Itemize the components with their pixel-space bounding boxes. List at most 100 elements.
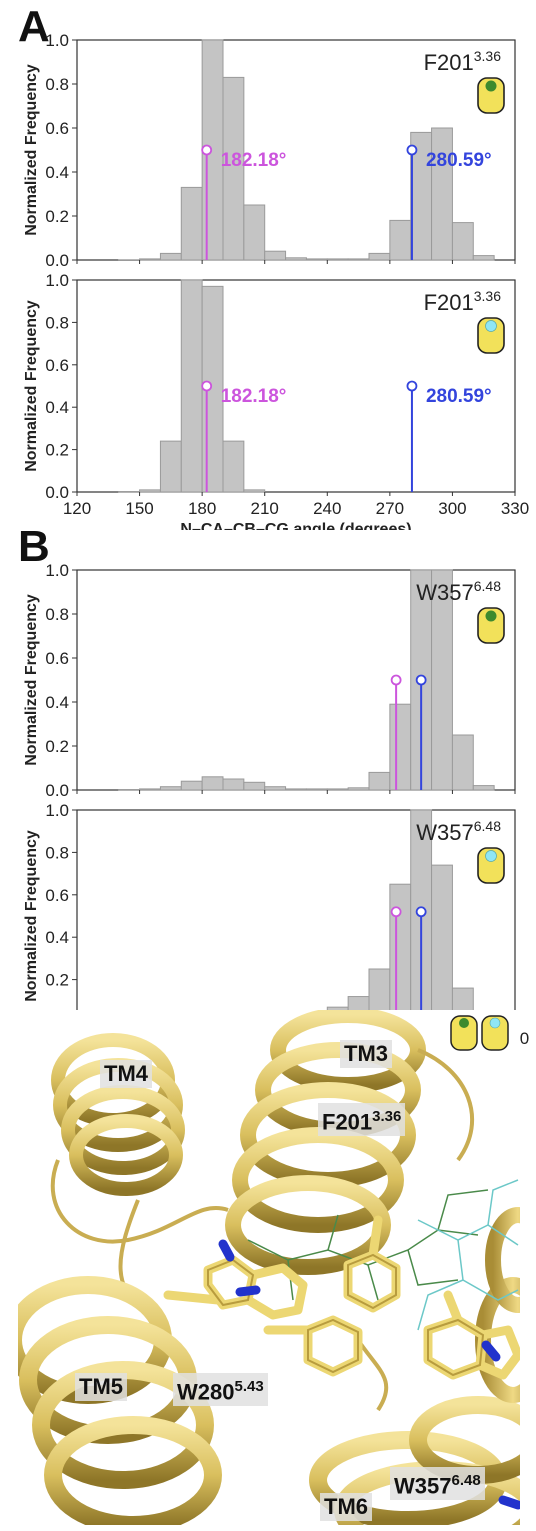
histogram-bar [159,440,182,493]
panel-letter-b: B [18,522,50,571]
y-tick-label: 1.0 [45,31,69,50]
histogram-bar [222,778,245,791]
histogram-bar [180,780,203,791]
panel-letter-a: A [18,2,50,51]
histogram-bar [118,259,141,261]
y-tick-label: 0.4 [45,398,69,417]
y-tick-label: 0.0 [45,251,69,270]
histogram-bar [389,703,412,791]
marker-point [390,906,402,918]
histogram-bar [431,864,453,1023]
marker-point [201,380,213,392]
y-tick-label: 0.8 [45,75,69,94]
histogram-bar [180,186,203,261]
histogram-bar [451,222,474,261]
state-icons [450,1015,509,1051]
histogram-bar [264,786,287,791]
histogram-bar [264,250,287,261]
histogram-bar [347,258,370,261]
x-axis-label: N–CA–CB–CG angle (degrees) [180,521,411,530]
histogram-bar [222,76,245,261]
x-tick-label: 330 [501,499,529,518]
residue-label: W3576.48 [416,818,501,845]
x-tick-label: 150 [125,499,153,518]
histogram-bar [368,252,391,261]
histogram-bar [139,258,161,261]
histogram-bar [285,257,307,261]
green-dot-icon [477,77,505,114]
x-tick-label: 120 [63,499,91,518]
structure-label-w357: W3576.48 [390,1467,485,1501]
y-tick-label: 0.4 [45,693,69,712]
histogram-a-top: 182.18° 280.59° 0.0 0.2 0.4 0.6 0.8 1.0 Normaliz… [23,31,516,270]
histogram-bar [201,776,224,791]
cyan-dot-icon [477,317,505,354]
y-tick-label: 0.4 [45,928,69,947]
histogram-bar [285,788,307,791]
y-tick-label: 0.0 [45,781,69,800]
cyan-dot-icon [477,847,505,884]
structure-label-f201: F2013.36 [318,1103,406,1137]
y-tick-label: 0.0 [45,483,69,502]
y-tick-label: 0.2 [45,441,69,460]
histogram-bar [139,489,161,493]
structure-label-tm6: TM6 [320,1493,372,1521]
y-axis-label: Normalized Frequency [23,64,40,236]
tm4-helix [51,1033,185,1196]
histogram-bar [431,569,453,791]
histogram-bar [368,771,391,791]
histogram-bar [472,785,495,791]
nitrogen-atoms [218,1239,520,1510]
marker-point [415,906,427,918]
histogram-bar [243,204,266,261]
marker-point [406,144,418,156]
y-tick-label: 1.0 [45,801,69,820]
marker-label: 182.18° [221,386,287,407]
x-tick-label: 270 [376,499,404,518]
histogram-bar [451,734,474,791]
marker-point [390,674,402,686]
residue-label: F2013.36 [424,48,502,75]
y-tick-label: 0.8 [45,605,69,624]
histogram-bar [243,781,266,791]
histogram-bar [326,258,349,261]
y-axis-label: Normalized Frequency [23,300,40,472]
y-tick-label: 0.8 [45,843,69,862]
y-tick-label: 0.2 [45,207,69,226]
y-tick-label: 0.2 [45,971,69,990]
marker-point [415,674,427,686]
histogram-a-bottom: 182.18° 280.59° 0.0 0.2 0.4 0.6 0.8 1.0 120 150 18… [23,271,529,530]
histogram-bar [222,440,245,493]
structure-image [18,1010,520,1525]
residue-label: W3576.48 [416,578,501,605]
histogram-bar [305,258,328,261]
structure-label-tm3: TM3 [340,1040,392,1068]
histogram-bar [389,883,412,1023]
marker-point [201,144,213,156]
x-tick-label: 300 [438,499,466,518]
histogram-bar [180,279,203,493]
marker-point [406,380,418,392]
structure-label-tm4: TM4 [100,1060,152,1088]
ligand-cyan [417,1179,519,1331]
y-tick-label: 0.6 [45,649,69,668]
x-tick-label: 210 [251,499,279,518]
marker-label: 182.18° [221,150,287,171]
histogram-bar [347,787,370,791]
histogram-b-top: 0.0 0.2 0.4 0.6 0.8 1.0 Normalized Frequency W3… [23,561,516,800]
histogram-bar [305,788,328,791]
y-axis-label: Normalized Frequency [23,830,40,1002]
x-tick-label: 240 [313,499,341,518]
y-tick-label: 1.0 [45,561,69,580]
x-tick-label: 180 [188,499,216,518]
histogram-bar [326,788,349,791]
y-tick-label: 0.6 [45,886,69,905]
y-tick-label: 1.0 [45,271,69,290]
histogram-bar [159,786,182,791]
histogram-bar [118,491,141,493]
histogram-bar [243,489,266,493]
structure-label-w280: W2805.43 [173,1373,268,1407]
green-dot-icon [477,607,505,644]
histogram-bar [118,789,141,791]
structure-label-tm5: TM5 [75,1373,127,1401]
